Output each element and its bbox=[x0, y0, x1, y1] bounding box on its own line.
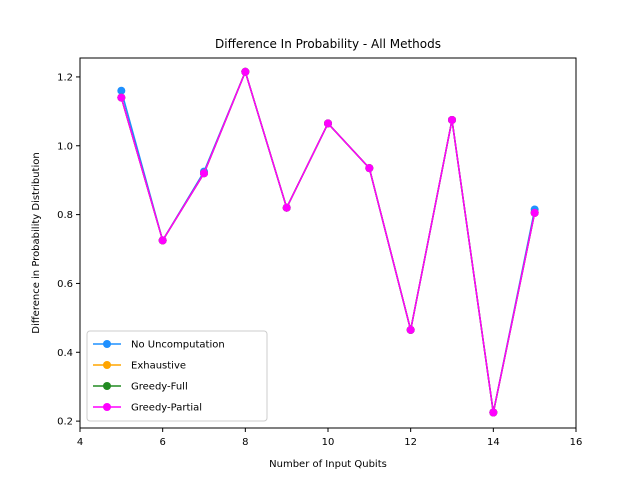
legend-label: Greedy-Full bbox=[131, 382, 188, 393]
x-tick-label: 6 bbox=[159, 437, 165, 448]
y-tick-label: 0.6 bbox=[57, 279, 73, 290]
legend-marker bbox=[103, 403, 111, 411]
data-point bbox=[406, 325, 415, 334]
legend-marker bbox=[103, 382, 111, 390]
legend-label: Exhaustive bbox=[131, 361, 186, 372]
series-greedy-partial bbox=[117, 67, 539, 417]
legend-item: No Uncomputation bbox=[93, 340, 225, 351]
y-axis: 0.2 0.4 0.6 0.8 1.0 1.2 bbox=[57, 72, 80, 428]
legend-label: No Uncomputation bbox=[131, 340, 225, 351]
data-point bbox=[282, 203, 291, 212]
y-tick-label: 0.2 bbox=[57, 417, 73, 428]
legend-marker bbox=[103, 361, 111, 369]
data-point bbox=[324, 119, 332, 128]
chart-title: Difference In Probability - All Methods bbox=[215, 37, 441, 51]
plot-frame bbox=[79, 57, 577, 429]
x-tick-label: 14 bbox=[487, 437, 500, 448]
data-point bbox=[489, 408, 498, 417]
legend-item: Greedy-Partial bbox=[93, 403, 202, 414]
data-point bbox=[200, 169, 208, 178]
data-point bbox=[530, 208, 539, 217]
data-point bbox=[241, 67, 250, 76]
y-tick-label: 0.4 bbox=[57, 348, 73, 359]
x-axis: 4 6 8 10 12 14 16 bbox=[77, 428, 583, 448]
x-axis-label: Number of Input Qubits bbox=[269, 459, 387, 470]
data-point bbox=[365, 164, 374, 173]
data-point bbox=[158, 236, 167, 245]
x-tick-label: 4 bbox=[77, 437, 83, 448]
legend-item: Greedy-Full bbox=[93, 382, 188, 393]
y-axis-label: Difference in Probability Distribution bbox=[31, 152, 42, 333]
data-point bbox=[448, 115, 456, 124]
y-tick-label: 1.2 bbox=[57, 72, 73, 83]
legend: No Uncomputation Exhaustive Greedy-Full Gre… bbox=[86, 330, 268, 422]
legend-box bbox=[86, 330, 268, 422]
x-tick-label: 12 bbox=[404, 437, 417, 448]
x-tick-label: 16 bbox=[570, 437, 583, 448]
data-point bbox=[117, 93, 126, 102]
legend-label: Greedy-Partial bbox=[131, 403, 202, 414]
x-tick-label: 10 bbox=[322, 437, 335, 448]
x-tick-label: 8 bbox=[242, 437, 248, 448]
series-layer bbox=[117, 67, 539, 417]
legend-item: Exhaustive bbox=[93, 361, 186, 372]
y-tick-label: 0.8 bbox=[57, 210, 73, 221]
legend-marker bbox=[103, 340, 111, 348]
data-point bbox=[117, 86, 126, 95]
y-tick-label: 1.0 bbox=[57, 141, 73, 152]
